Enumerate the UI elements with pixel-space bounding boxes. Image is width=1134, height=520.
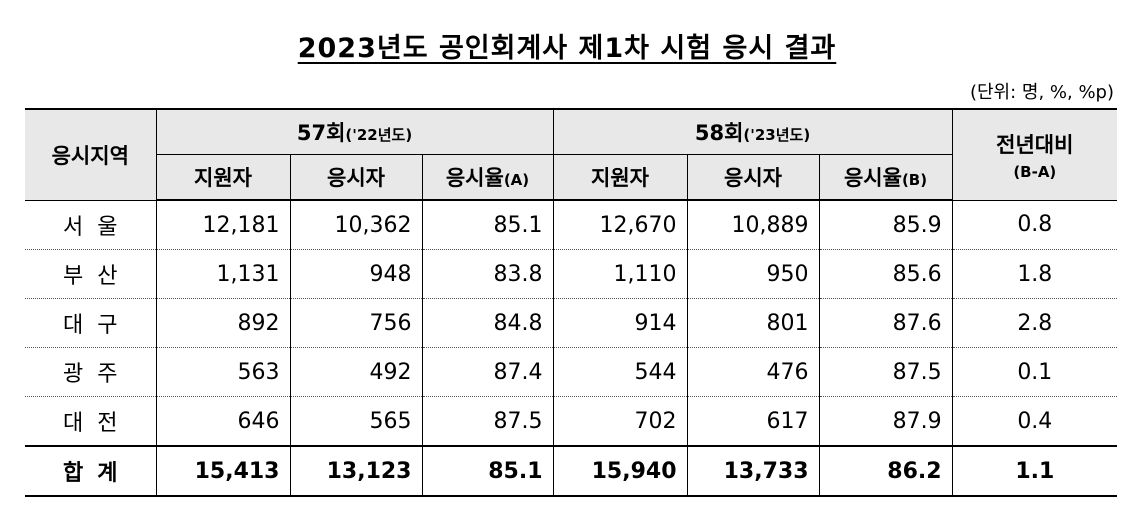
header-applicants-58: 지원자 — [552, 154, 688, 201]
cell-diff: 0.8 — [951, 200, 1118, 250]
table-row: 서울 12,181 10,362 85.1 12,670 10,889 85.9… — [25, 200, 1118, 250]
page-title: 2023년도 공인회계사 제1차 시험 응시 결과 — [0, 26, 1134, 65]
header-group-57-label: 57회 — [296, 121, 346, 145]
cell-takers-57: 492 — [289, 347, 423, 397]
table-row: 대전 646 565 87.5 702 617 87.9 0.4 — [25, 396, 1118, 446]
row-region: 대구 — [25, 298, 157, 348]
table-row: 대구 892 756 84.8 914 801 87.6 2.8 — [25, 298, 1118, 348]
unit-note: (단위: 명, %, %p) — [969, 82, 1114, 103]
total-rate-a: 85.1 — [421, 445, 554, 497]
table-row: 부산 1,131 948 83.8 1,110 950 85.6 1.8 — [25, 249, 1118, 299]
header-rate-a-label: 응시율 — [445, 166, 504, 190]
cell-takers-58: 10,889 — [686, 200, 820, 250]
total-takers-58: 13,733 — [686, 445, 820, 497]
cell-applicants-57: 1,131 — [155, 249, 291, 299]
header-diff-label: 전년대비 — [996, 132, 1074, 157]
cell-applicants-57: 646 — [155, 396, 291, 446]
total-row: 합계 15,413 13,123 85.1 15,940 13,733 86.2… — [25, 445, 1118, 497]
cell-applicants-58: 1,110 — [552, 249, 688, 299]
row-region: 대전 — [25, 396, 157, 446]
cell-takers-57: 756 — [289, 298, 423, 348]
total-diff: 1.1 — [951, 445, 1118, 497]
cell-rate-b: 87.6 — [818, 298, 953, 348]
cell-rate-b: 85.9 — [818, 200, 953, 250]
header-rate-a: 응시율(A) — [421, 154, 554, 201]
cell-diff: 2.8 — [951, 298, 1118, 348]
total-rate-b: 86.2 — [818, 445, 953, 497]
header-group-57-year: ('22년도) — [345, 126, 413, 144]
cell-takers-57: 948 — [289, 249, 423, 299]
cell-applicants-58: 914 — [552, 298, 688, 348]
header-group-58-label: 58회 — [694, 121, 744, 145]
total-applicants-57: 15,413 — [155, 445, 291, 497]
cell-applicants-58: 544 — [552, 347, 688, 397]
cell-rate-b: 87.9 — [818, 396, 953, 446]
header-rate-b-label: 응시율 — [843, 166, 902, 190]
cell-diff: 0.4 — [951, 396, 1118, 446]
cell-applicants-57: 12,181 — [155, 200, 291, 250]
cell-rate-a: 84.8 — [421, 298, 554, 348]
cell-applicants-57: 892 — [155, 298, 291, 348]
cell-rate-b: 87.5 — [818, 347, 953, 397]
cell-applicants-58: 702 — [552, 396, 688, 446]
cell-takers-58: 617 — [686, 396, 820, 446]
total-takers-57: 13,123 — [289, 445, 423, 497]
cell-rate-a: 87.4 — [421, 347, 554, 397]
table-row: 광주 563 492 87.4 544 476 87.5 0.1 — [25, 347, 1118, 397]
header-group-58: 58회('23년도) — [552, 108, 953, 155]
header-rate-b: 응시율(B) — [818, 154, 953, 201]
total-applicants-58: 15,940 — [552, 445, 688, 497]
header-group-58-year: ('23년도) — [743, 126, 811, 144]
cell-rate-b: 85.6 — [818, 249, 953, 299]
cell-applicants-57: 563 — [155, 347, 291, 397]
table-body: 서울 12,181 10,362 85.1 12,670 10,889 85.9… — [25, 200, 1118, 497]
header-region: 응시지역 — [25, 108, 157, 201]
header-takers-57: 응시자 — [289, 154, 423, 201]
cell-takers-58: 476 — [686, 347, 820, 397]
cell-takers-57: 565 — [289, 396, 423, 446]
header-diff: 전년대비 (B-A) — [951, 108, 1118, 201]
cell-diff: 1.8 — [951, 249, 1118, 299]
cell-takers-57: 10,362 — [289, 200, 423, 250]
page-title-text: 2023년도 공인회계사 제1차 시험 응시 결과 — [297, 33, 837, 64]
total-label: 합계 — [25, 445, 157, 497]
header-diff-sub: (B-A) — [1013, 162, 1057, 181]
header-rate-b-sub: (B) — [901, 171, 928, 189]
header-rate-a-sub: (A) — [503, 171, 530, 189]
row-region: 부산 — [25, 249, 157, 299]
row-region: 서울 — [25, 200, 157, 250]
cell-rate-a: 85.1 — [421, 200, 554, 250]
cell-takers-58: 801 — [686, 298, 820, 348]
cell-takers-58: 950 — [686, 249, 820, 299]
header-group-57: 57회('22년도) — [155, 108, 554, 155]
cell-rate-a: 83.8 — [421, 249, 554, 299]
header-applicants-57: 지원자 — [155, 154, 291, 201]
cell-rate-a: 87.5 — [421, 396, 554, 446]
row-region: 광주 — [25, 347, 157, 397]
cell-applicants-58: 12,670 — [552, 200, 688, 250]
cell-diff: 0.1 — [951, 347, 1118, 397]
table-header: 응시지역 57회('22년도) 58회('23년도) 전년대비 (B-A) 지원자… — [25, 108, 1118, 201]
results-table: 응시지역 57회('22년도) 58회('23년도) 전년대비 (B-A) 지원자… — [25, 108, 1118, 497]
header-takers-58: 응시자 — [686, 154, 820, 201]
